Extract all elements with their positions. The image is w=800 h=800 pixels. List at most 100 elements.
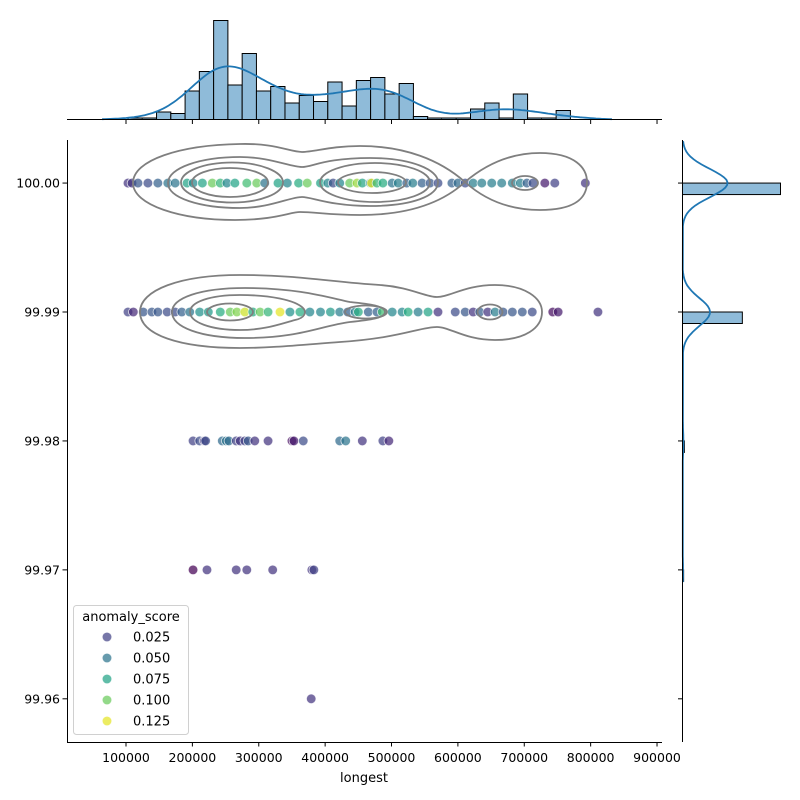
top-marginal-ticks bbox=[125, 119, 658, 124]
legend-marker bbox=[101, 694, 113, 706]
main-scatter-plot: 100000 200000 300000 400000 500000 60000… bbox=[16, 140, 681, 786]
scatter-point bbox=[386, 306, 398, 318]
x-tick-label: 100000 bbox=[102, 750, 150, 765]
top-histogram-bar bbox=[241, 53, 257, 120]
scatter-point bbox=[241, 177, 253, 189]
x-tick-label: 500000 bbox=[368, 750, 416, 765]
scatter-point bbox=[194, 306, 205, 318]
legend-marker bbox=[101, 652, 113, 664]
scatter-point bbox=[304, 306, 316, 318]
scatter-point bbox=[412, 306, 424, 318]
top-histogram-bar bbox=[227, 84, 243, 120]
scatter-point bbox=[152, 177, 164, 189]
legend-entry: 0.125 bbox=[101, 715, 170, 730]
legend-marker bbox=[101, 673, 113, 685]
scatter-point bbox=[229, 177, 241, 189]
scatter-point bbox=[353, 306, 364, 318]
scatter-point bbox=[325, 306, 336, 318]
scatter-point bbox=[302, 177, 313, 189]
top-histogram-bar bbox=[512, 93, 529, 120]
right-histogram-bar bbox=[682, 182, 781, 196]
scatter-point bbox=[203, 306, 214, 318]
top-histogram-bar bbox=[270, 86, 286, 120]
right-marginal-histogram bbox=[678, 140, 781, 742]
legend-title: anomaly_score bbox=[82, 610, 180, 625]
contour-row100-right-peak bbox=[511, 175, 539, 191]
scatter-point bbox=[486, 177, 497, 189]
x-tick-label: 600000 bbox=[434, 750, 482, 765]
contour-row9999-right-peak bbox=[476, 303, 504, 321]
scatter-point bbox=[402, 306, 414, 318]
scatter-point bbox=[340, 435, 351, 447]
scatter-point bbox=[262, 306, 274, 318]
scatter-point bbox=[392, 177, 404, 189]
top-histogram-bar bbox=[284, 102, 300, 120]
scatter-point bbox=[496, 177, 507, 189]
scatter-point bbox=[288, 435, 300, 447]
scatter-point bbox=[282, 177, 293, 189]
scatter-point bbox=[230, 564, 242, 576]
scatter-point bbox=[293, 177, 304, 189]
y-tick-label: 99.96 bbox=[24, 691, 60, 706]
top-histogram-bar bbox=[313, 101, 329, 120]
scatter-point bbox=[580, 177, 591, 189]
scatter-point bbox=[592, 306, 604, 318]
contour-row9999-level2 bbox=[171, 287, 386, 339]
scatter-point bbox=[476, 177, 487, 189]
contour-row100-outer-right bbox=[463, 152, 588, 211]
legend-marker bbox=[101, 715, 113, 727]
right-marginal-ticks bbox=[678, 182, 683, 700]
scatter-point bbox=[284, 306, 296, 318]
scatter-point bbox=[377, 177, 389, 189]
top-histogram-bar bbox=[184, 90, 200, 120]
x-tick-label: 400000 bbox=[301, 750, 349, 765]
scatter-point bbox=[274, 306, 286, 318]
legend: anomaly_score 0.025 0.050 0.075 0.100 0.125 bbox=[73, 605, 189, 735]
legend-marker bbox=[101, 631, 113, 643]
right-histogram-bars bbox=[682, 182, 781, 582]
scatter-point bbox=[187, 564, 199, 576]
legend-entry: 0.075 bbox=[101, 673, 170, 688]
x-tick-label: 900000 bbox=[633, 750, 681, 765]
scatter-point bbox=[128, 306, 139, 318]
scatter-point bbox=[262, 435, 274, 447]
top-histogram-bar bbox=[298, 95, 315, 120]
top-histogram-bar bbox=[327, 81, 343, 120]
scatter-point bbox=[552, 306, 564, 318]
contour-row9999-level4 bbox=[206, 302, 254, 322]
scatter-point bbox=[152, 306, 164, 318]
contour-row100-level3-middle bbox=[319, 162, 431, 203]
legend-label: 0.125 bbox=[133, 715, 170, 730]
top-kde-curve bbox=[102, 65, 612, 121]
right-kde-curve bbox=[681, 141, 729, 583]
scatter-point bbox=[507, 306, 518, 318]
top-histogram-bar bbox=[341, 105, 357, 120]
scatter-point bbox=[308, 564, 320, 576]
y-axis-ticks: 100.00 99.99 99.98 99.97 99.96 bbox=[16, 176, 67, 706]
scatter-point bbox=[422, 306, 434, 318]
contour-row9999-outer bbox=[139, 274, 543, 349]
y-tick-label: 99.99 bbox=[24, 305, 60, 320]
legend-label: 0.075 bbox=[133, 673, 170, 688]
scatter-point bbox=[132, 177, 144, 189]
scatter-point bbox=[539, 177, 551, 189]
scatter-point bbox=[363, 306, 374, 318]
contour-row100-level2 bbox=[167, 156, 439, 209]
top-histogram-bar bbox=[398, 83, 414, 120]
scatter-point bbox=[267, 564, 278, 576]
scatter-point bbox=[432, 306, 444, 318]
scatter-point bbox=[169, 177, 181, 189]
top-histogram-bar bbox=[170, 113, 186, 120]
legend-entry: 0.050 bbox=[101, 652, 170, 667]
top-histogram-bar bbox=[156, 111, 172, 120]
legend-label: 0.025 bbox=[133, 631, 170, 646]
legend-entry: 0.100 bbox=[101, 694, 170, 709]
x-tick-label: 200000 bbox=[169, 750, 217, 765]
top-histogram-bar bbox=[384, 93, 400, 120]
scatter-point bbox=[201, 564, 213, 576]
x-axis-label: longest bbox=[340, 771, 388, 786]
x-axis-ticks: 100000 200000 300000 400000 500000 60000… bbox=[102, 742, 681, 765]
contour-row100-level4-middle bbox=[337, 171, 407, 194]
scatter-point bbox=[298, 435, 309, 447]
